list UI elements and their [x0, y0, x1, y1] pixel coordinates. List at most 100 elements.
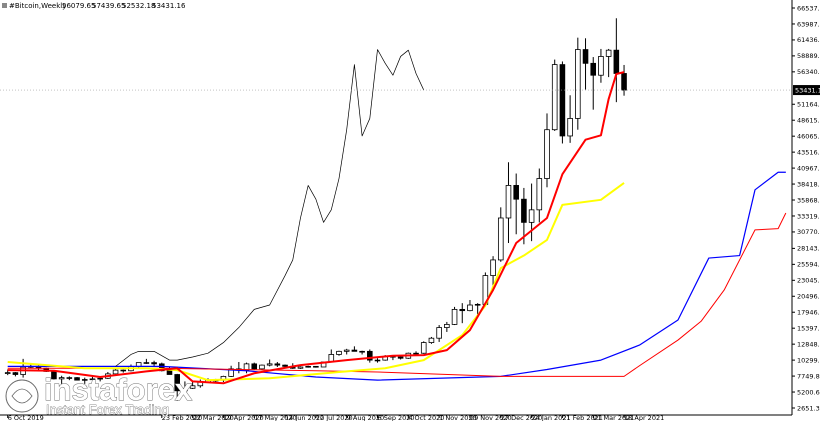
logo-ring-outline — [5, 379, 39, 413]
candle-body — [343, 349, 350, 352]
candle-body — [544, 129, 550, 179]
candle-body — [151, 362, 157, 365]
candle-body — [559, 64, 566, 137]
candle-body — [97, 377, 103, 380]
candle-body — [374, 359, 381, 362]
x-tick-label: 23 Feb 2020 — [162, 414, 202, 421]
y-tick-label: 15397.65 — [797, 324, 820, 332]
candle-body — [58, 377, 65, 380]
axes: 66537.10 63987.65 61436.10 58889.35 56340.10… — [7, 4, 820, 421]
x-tick-label: 27 Dec 2020 — [501, 414, 543, 421]
brand-tagline: Instant Forex Trading — [46, 402, 169, 417]
candle-body — [575, 49, 581, 119]
candle-body — [413, 352, 419, 355]
y-tick-label: 38418.10 — [797, 180, 820, 188]
candle-body — [259, 364, 265, 370]
x-tick-label: 1 Nov 2020 — [439, 414, 477, 421]
x-tick-label: 21 Mar 2021 — [593, 414, 634, 421]
y-tick-label: 17946.90 — [797, 309, 820, 317]
x-tick-label: 22 Mar 2020 — [193, 414, 234, 421]
indicator-line — [7, 212, 787, 377]
y-tick-label: 56340.10 — [797, 68, 820, 76]
candle-body — [12, 372, 19, 375]
y-tick-label: 7749.89 — [797, 372, 820, 380]
candle-body — [120, 369, 127, 372]
y-tick-label: 43516.60 — [797, 148, 820, 156]
indicator-line — [7, 71, 625, 385]
candle-body — [582, 49, 589, 64]
candle-body — [351, 349, 358, 352]
candle-body — [436, 327, 442, 339]
y-tick-label: 33319.20 — [797, 212, 820, 220]
x-tick-label: 24 Jan 2021 — [532, 414, 571, 421]
candle-body — [74, 377, 80, 381]
header: #Bitcoin,Weekly 56079.65 57439.65 52532.… — [2, 2, 186, 10]
x-tick-label: 6 Oct 2019 — [8, 414, 44, 421]
candle-body — [243, 363, 250, 371]
candle-body — [359, 350, 365, 353]
symbol-icon — [2, 3, 7, 8]
candle-body — [451, 308, 458, 325]
candle-body — [536, 178, 543, 211]
candle-body — [251, 363, 258, 370]
indicator-line — [115, 49, 425, 367]
x-tick-label: 14 Jun 2020 — [285, 414, 324, 421]
x-tick-label: 21 Feb 2021 — [562, 414, 602, 421]
candle-body — [467, 304, 473, 312]
candle-body — [112, 369, 119, 375]
candle-body — [551, 64, 558, 131]
y-tick-label: 23045.35 — [797, 277, 820, 285]
ohlc-high: 57439.65 — [92, 2, 125, 10]
candle-body — [313, 365, 319, 368]
candle-body — [89, 378, 96, 381]
candle-body — [567, 118, 573, 137]
y-tick-label: 40967.35 — [797, 164, 820, 172]
candle-body — [266, 363, 273, 366]
candle-body — [143, 362, 150, 364]
candle-body — [66, 377, 73, 379]
candle-body — [420, 342, 427, 354]
ohlc-low: 52532.18 — [122, 2, 155, 10]
candle-body — [590, 62, 597, 76]
x-tick-label: 17 May 2020 — [254, 414, 296, 421]
candle-body — [528, 209, 535, 223]
x-tick-label: 12 Jul 2020 — [316, 414, 353, 421]
candle-body — [189, 385, 196, 389]
y-tick-label: 10299.10 — [797, 356, 820, 364]
x-tick-label: 6 Sep 2020 — [378, 414, 415, 421]
x-tick-label: 29 Nov 2020 — [470, 414, 512, 421]
x-tick-label: 18 Apr 2021 — [624, 414, 664, 421]
y-tick-label: 51164.55 — [797, 101, 820, 109]
candle-body — [497, 217, 504, 261]
y-tick-label: 25594.50 — [797, 261, 820, 269]
candle-body — [605, 49, 612, 57]
y-tick-label: 61436.10 — [797, 36, 820, 44]
ohlc-close: 53431.16 — [152, 2, 186, 10]
candle-body — [444, 324, 450, 328]
y-tick-label: 46065.65 — [797, 132, 820, 140]
y-tick-label: 35868.65 — [797, 196, 820, 204]
current-price-label: 53431.16 — [795, 86, 820, 94]
candle-body — [459, 308, 466, 312]
candle-body — [613, 49, 620, 74]
candle-body — [397, 356, 404, 359]
plot-area — [0, 18, 792, 401]
candle-body — [336, 350, 342, 355]
candle-body — [490, 259, 496, 276]
candle-body — [297, 366, 304, 369]
y-tick-label: 28143.65 — [797, 245, 820, 253]
y-tick-label: 63987.65 — [797, 20, 820, 28]
brand-name: instaforex — [44, 372, 193, 407]
logo-swirl — [11, 388, 33, 404]
candle-body — [182, 387, 188, 392]
candle-body — [474, 303, 481, 306]
y-tick-label: 66537.10 — [797, 4, 820, 12]
candle-body — [228, 368, 234, 377]
y-tick-label: 30770.35 — [797, 228, 820, 236]
y-tick-label: 5200.60 — [797, 388, 820, 396]
x-tick-label: 4 Oct 2020 — [408, 414, 444, 421]
candle-body — [81, 379, 88, 381]
candle-body — [621, 73, 627, 91]
